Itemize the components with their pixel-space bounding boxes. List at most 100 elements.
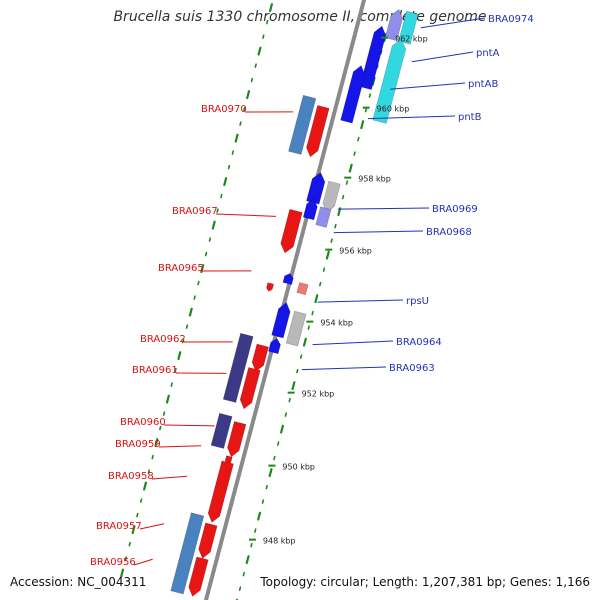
label-leader (215, 213, 277, 217)
gene-bra0961 (239, 367, 261, 410)
tick-dot-left (151, 454, 154, 460)
tick-dot-right (345, 180, 349, 185)
scale-label: 952 kbp (302, 390, 335, 399)
tick-dot-right (364, 107, 368, 113)
scale-label: 958 kbp (358, 175, 391, 184)
label-bra0974: BRA0974 (488, 14, 534, 25)
tick-dot-right (261, 499, 265, 504)
tick-dot-left (154, 438, 159, 448)
gene-bra0969 (306, 172, 326, 205)
label-bra0964: BRA0964 (396, 337, 442, 348)
gene-rpsu-b (296, 282, 309, 296)
tick-dot-right (238, 586, 242, 591)
tick-dot-right (254, 528, 257, 533)
gene-bra0967 (280, 208, 303, 254)
label-bra0956: BRA0956 (90, 557, 136, 568)
tick-dot-right (284, 412, 288, 417)
gene-features (170, 8, 419, 597)
tick-dot-left (216, 208, 219, 213)
tick-dot-left (220, 193, 223, 199)
gene-pntab (359, 25, 387, 90)
gene-bra0964 (271, 302, 291, 339)
tick-dot-left (243, 106, 246, 112)
gene-pntb (340, 65, 366, 124)
scale-label: 956 kbp (339, 247, 372, 256)
tick-dot-right (291, 381, 296, 391)
tick-dot-left (131, 525, 136, 535)
tick-dot-left (143, 481, 147, 491)
gene-labels: 962 kbp 960 kbp 958 kbp 956 kbp 954 kbp 952 k… (90, 14, 534, 568)
tick-dot-left (181, 338, 185, 344)
tick-dot-right (273, 455, 276, 461)
label-leader (312, 340, 394, 346)
label-bra0960: BRA0960 (120, 417, 166, 428)
label-leader (133, 558, 153, 566)
tick-dot-right (268, 468, 273, 478)
tick-dot-right (357, 136, 360, 142)
gene-bra0958 (207, 460, 234, 523)
label-pntab: pntAB (468, 79, 498, 90)
label-bra0959: BRA0959 (115, 439, 161, 450)
tick-dot-right (242, 571, 246, 577)
genome-stats: Topology: circular; Length: 1,207,381 bp… (260, 575, 590, 589)
tick-dot-left (200, 264, 205, 274)
tick-dot-left (246, 90, 251, 100)
label-bra0961: BRA0961 (132, 365, 178, 376)
label-bra0968: BRA0968 (426, 227, 472, 238)
tick-dot-left (165, 394, 170, 404)
scale-label: 960 kbp (377, 105, 410, 114)
label-bra0962: BRA0962 (140, 334, 186, 345)
label-leader (151, 475, 187, 480)
gene-pnta-rna (398, 10, 419, 45)
tick-dot-right (334, 223, 337, 229)
gene-bra0965 (266, 282, 275, 292)
tick-dot-left (250, 77, 254, 83)
tick-dot-left (124, 556, 128, 561)
tick-dot-left (120, 568, 125, 578)
tick-dot-right (250, 542, 253, 548)
label-leader (317, 299, 404, 303)
gene-bra0960-other (210, 412, 233, 449)
tick-dot-left (227, 164, 231, 170)
gene-bra0962-other (222, 332, 254, 403)
tick-dot-left (139, 498, 143, 503)
tick-dot-left (147, 469, 150, 474)
tick-dot-right (311, 310, 314, 316)
tick-dot-left (208, 237, 212, 242)
tick-dot-right (348, 163, 353, 173)
tick-dot-left (188, 307, 193, 317)
tick-dot-left (177, 351, 182, 361)
gene-bra0957 (198, 522, 218, 559)
tick-dot-left (211, 220, 216, 230)
gene-bra0970-rna (288, 94, 317, 155)
tick-dot-right (257, 511, 262, 521)
tick-dot-left (136, 512, 139, 518)
gene-bra0957-rna (170, 512, 205, 595)
tick-dot-left (197, 280, 200, 286)
label-bra0967: BRA0967 (172, 206, 218, 217)
tick-dot-left (162, 411, 166, 416)
label-rpsu: rpsU (406, 296, 429, 307)
tick-dot-left (170, 382, 173, 387)
tick-dot-right (296, 368, 299, 374)
label-leader (333, 230, 424, 234)
label-bra0963: BRA0963 (389, 363, 435, 374)
tick-dot-right (280, 424, 285, 434)
label-bra0958: BRA0958 (108, 471, 154, 482)
label-leader (158, 445, 202, 448)
tick-dot-left (266, 19, 269, 25)
label-bra0957: BRA0957 (96, 521, 142, 532)
gene-bra0962 (251, 343, 269, 372)
label-leader (139, 523, 165, 530)
scale-label: 950 kbp (282, 463, 315, 472)
tick-dot-right (245, 555, 250, 565)
tick-dot-left (239, 121, 242, 126)
gene-bra0964-pseudo (285, 310, 307, 347)
gene-bra0956 (188, 556, 209, 597)
tick-dot-right (288, 397, 291, 403)
label-leader (411, 51, 474, 63)
tick-dot-left (269, 3, 273, 13)
tick-dot-left (257, 46, 262, 56)
label-leader (337, 207, 430, 210)
